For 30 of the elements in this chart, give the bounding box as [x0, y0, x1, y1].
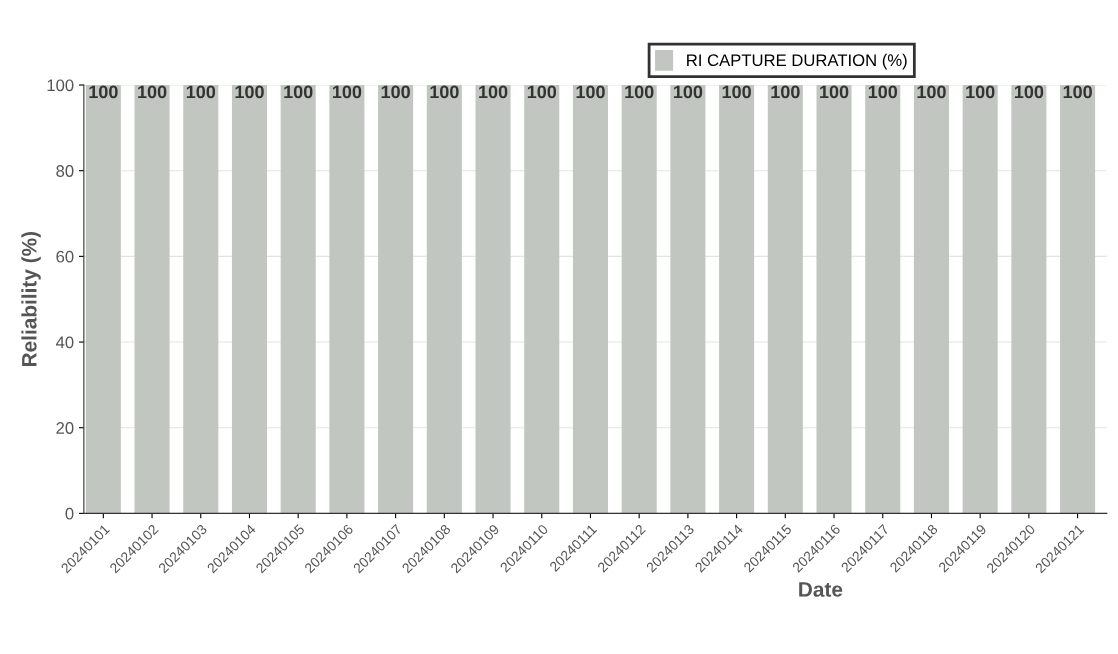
y-axis-title: Reliability (%): [21, 231, 41, 367]
data-label: 100: [722, 85, 751, 99]
data-label: 100: [771, 85, 800, 99]
data-label: 100: [284, 85, 313, 99]
data-label: 100: [820, 85, 849, 99]
data-label: 100: [1014, 85, 1044, 99]
data-label: 100: [381, 85, 410, 99]
data-label: 100: [527, 85, 557, 99]
x-axis-title: Date: [799, 582, 843, 597]
data-label: 100: [576, 85, 605, 99]
data-label: 100: [673, 85, 703, 99]
data-label: 100: [186, 85, 216, 99]
data-label: 100: [89, 85, 118, 99]
y-tick-label: 0: [65, 507, 74, 520]
data-label: 100: [966, 85, 995, 99]
data-label: 100: [332, 85, 362, 99]
data-label: 100: [868, 85, 898, 99]
data-label: 100: [479, 85, 508, 99]
data-label: 100: [430, 85, 459, 99]
y-tick-label: 100: [47, 79, 74, 92]
y-tick-label: 80: [56, 165, 74, 177]
data-label: 100: [625, 85, 654, 99]
data-label: 100: [235, 85, 264, 99]
data-label: 100: [1063, 85, 1092, 99]
data-label: 100: [138, 85, 167, 99]
legend-label: RI CAPTURE DURATION (%): [687, 53, 907, 70]
y-tick-label: 40: [55, 336, 74, 349]
y-tick-label: 60: [56, 250, 74, 263]
y-tick-label: 20: [56, 422, 74, 434]
data-label: 100: [917, 85, 946, 99]
